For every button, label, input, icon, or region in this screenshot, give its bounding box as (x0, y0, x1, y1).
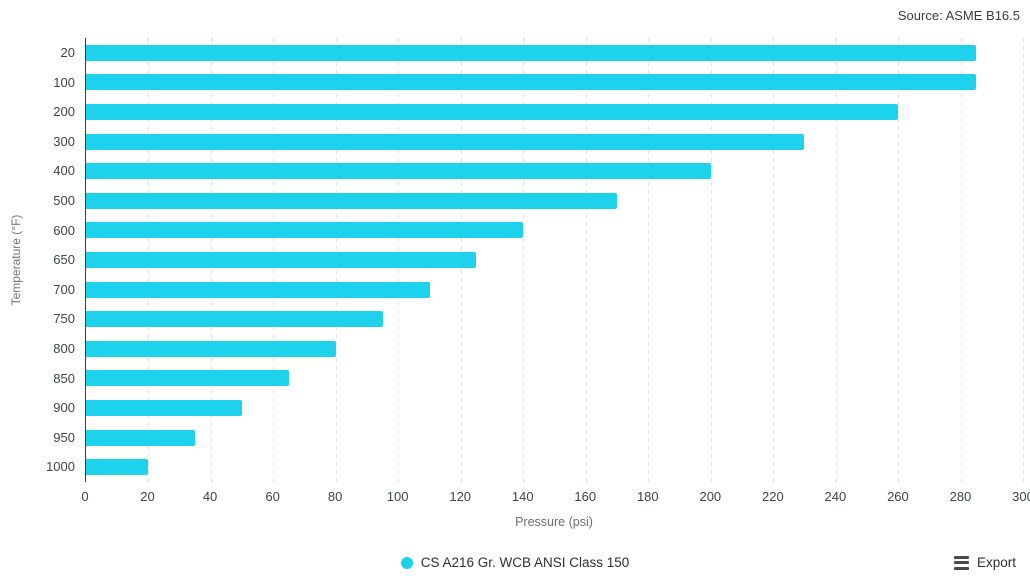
bar-850[interactable] (86, 370, 290, 387)
bar-row (86, 216, 1023, 246)
bar-1000[interactable] (86, 459, 149, 476)
bar-row (86, 186, 1023, 216)
bar-900[interactable] (86, 399, 243, 416)
bar-650[interactable] (86, 251, 477, 268)
x-tick-label: 140 (511, 489, 534, 504)
bar-750[interactable] (86, 311, 383, 328)
legend-item-series[interactable]: CS A216 Gr. WCB ANSI Class 150 (400, 555, 630, 570)
x-tick-label: 200 (699, 489, 722, 504)
bar-row (86, 304, 1023, 334)
x-tick-label: 160 (574, 489, 597, 504)
gridline (773, 38, 775, 482)
bar-700[interactable] (86, 281, 430, 298)
y-tick-label: 850 (53, 370, 75, 386)
export-button[interactable]: Export (953, 555, 1016, 570)
x-tick-label: 220 (762, 489, 784, 504)
x-tick-label: 80 (327, 489, 343, 504)
y-tick-label: 400 (53, 163, 75, 179)
bar-row (86, 275, 1023, 305)
bar-row (86, 245, 1023, 275)
bar-row (86, 452, 1023, 482)
plot-area (85, 38, 1024, 482)
gridline (960, 38, 962, 482)
x-tick-label: 20 (140, 489, 155, 504)
y-tick-label: 200 (53, 104, 75, 120)
x-tick-label: 0 (81, 489, 89, 504)
gridline (835, 38, 837, 482)
bar-200[interactable] (86, 103, 899, 120)
x-axis-tick-labels: 0 20 40 60 80 100 120 140 160 180 200 220 240 260 280 3… (81, 489, 1030, 509)
y-tick-label: 650 (53, 252, 75, 268)
gridline (710, 38, 712, 482)
bar-row (86, 127, 1023, 157)
bar-row (86, 97, 1023, 127)
y-axis-tick-labels: 20 100 200 300 400 500 600 650 700 750 800 850 900 95… (0, 38, 75, 482)
bar-950[interactable] (86, 429, 196, 446)
bar-row (86, 364, 1023, 394)
y-tick-label: 800 (53, 341, 75, 356)
y-tick-label: 100 (53, 74, 75, 90)
circle-marker-icon (400, 556, 413, 569)
x-tick-label: 40 (202, 489, 218, 504)
y-tick-label: 600 (53, 222, 75, 238)
gridline (898, 38, 900, 482)
x-tick-label: 180 (636, 489, 659, 504)
gridline (648, 38, 650, 482)
hamburger-menu-icon (953, 555, 969, 570)
x-tick-label: 100 (386, 489, 409, 504)
y-tick-label: 900 (53, 400, 75, 416)
x-tick-label: 60 (265, 489, 280, 504)
y-tick-label: 500 (53, 193, 75, 208)
bar-row (86, 423, 1023, 453)
bar-500[interactable] (86, 192, 617, 209)
y-tick-label: 300 (53, 133, 75, 149)
bar-800[interactable] (86, 340, 336, 357)
bar-600[interactable] (86, 222, 524, 239)
bar-row (86, 334, 1023, 364)
export-button-label: Export (976, 555, 1016, 570)
source-attribution: Source: ASME B16.5 (897, 8, 1020, 23)
bar-row (86, 68, 1023, 98)
y-tick-label: 700 (53, 281, 75, 297)
y-tick-label: 950 (53, 429, 75, 445)
gridline (523, 38, 525, 482)
x-axis-title: Pressure (psi) (515, 515, 593, 529)
y-tick-label: 1000 (46, 459, 75, 475)
gridline (1023, 38, 1024, 482)
legend-label: CS A216 Gr. WCB ANSI Class 150 (420, 555, 630, 570)
bar-300[interactable] (86, 133, 805, 150)
x-tick-label: 280 (949, 489, 972, 504)
y-tick-label: 750 (53, 311, 75, 327)
x-tick-label: 120 (449, 489, 472, 504)
chart-legend: CS A216 Gr. WCB ANSI Class 150 (0, 555, 1030, 570)
gridline (585, 38, 587, 482)
bar-20[interactable] (86, 44, 977, 61)
y-tick-label: 20 (60, 45, 75, 60)
x-tick-label: 260 (887, 489, 909, 504)
bar-100[interactable] (86, 74, 977, 91)
bar-row (86, 38, 1023, 68)
bar-400[interactable] (86, 163, 711, 180)
x-tick-label: 240 (824, 489, 847, 504)
bar-row (86, 156, 1023, 186)
x-tick-label: 300 (1012, 489, 1030, 504)
bar-row (86, 393, 1023, 423)
